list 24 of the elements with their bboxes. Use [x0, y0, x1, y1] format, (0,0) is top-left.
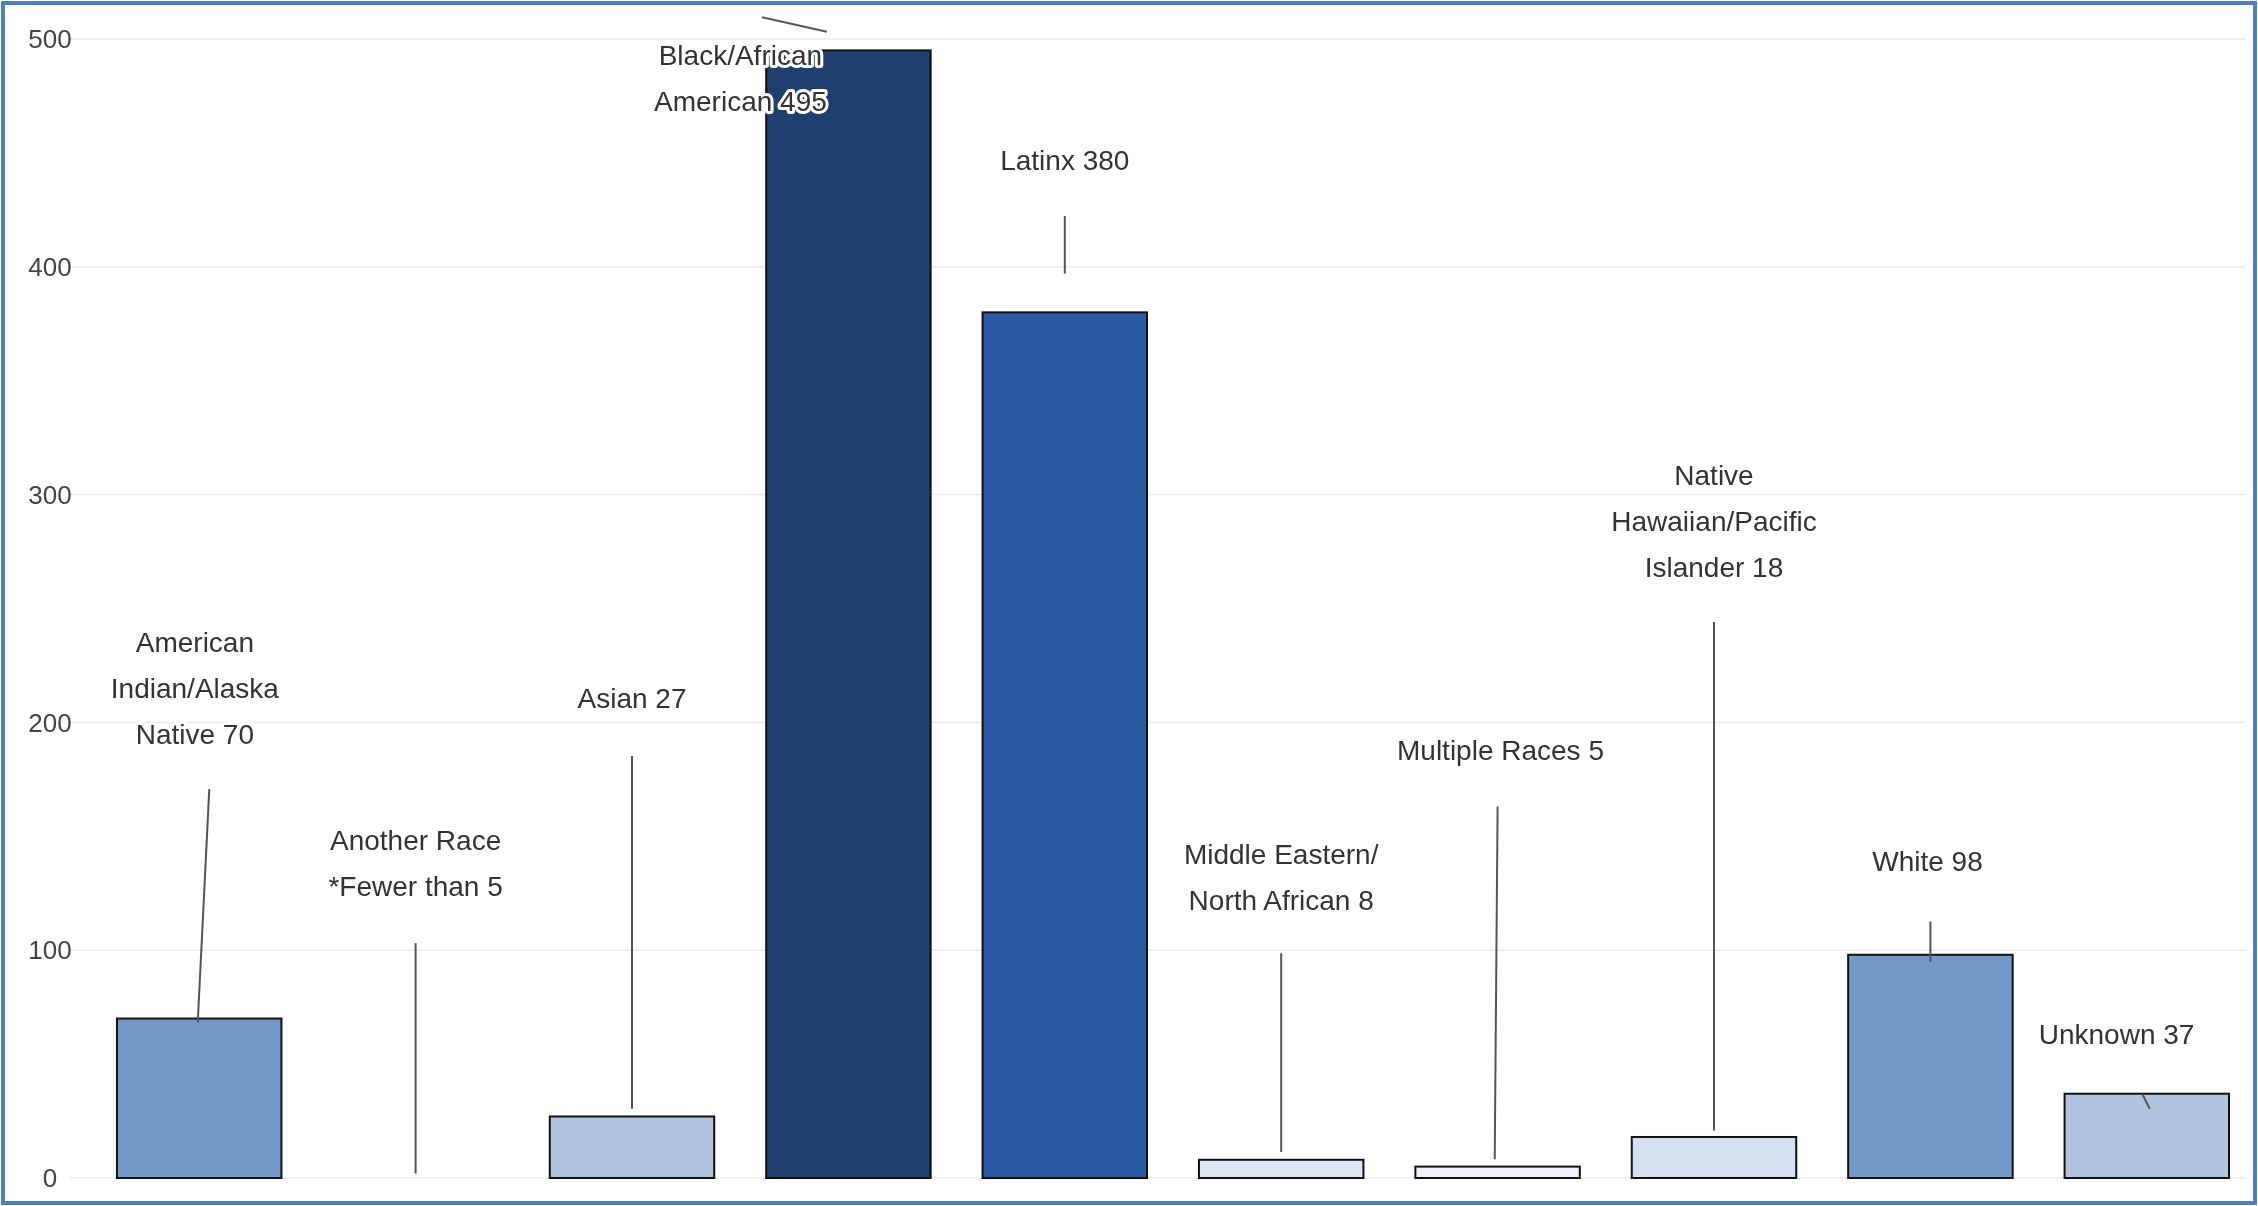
category-label: Asian 27 [577, 683, 687, 715]
bar [548, 1115, 716, 1179]
category-label: Native Hawaiian/Pacific Islander 18 [1611, 460, 1817, 584]
y-tick-label: 100 [28, 935, 72, 966]
category-label: Multiple Races 5 [1396, 735, 1604, 767]
category-label: American Indian/Alaska Native 70 [110, 627, 279, 751]
y-tick-label: 400 [28, 251, 72, 282]
bar [2063, 1092, 2231, 1179]
bar [115, 1017, 283, 1179]
x-tick-label: Another Race [329, 824, 502, 856]
bar [1847, 953, 2014, 1179]
y-tick-label: 300 [28, 479, 72, 510]
category-label: Latinx 380 [1000, 144, 1130, 176]
category-label: Middle Eastern/ North African 8 [1183, 839, 1379, 916]
category-label: Unknown 37 [2038, 1019, 2195, 1050]
bar [1414, 1165, 1581, 1179]
bar [981, 311, 1149, 1179]
y-tick-label: 200 [28, 707, 72, 738]
y-tick-label: 0 [42, 1163, 58, 1194]
text: *Fewer than 5 [328, 870, 503, 902]
y-tick-label: 500 [28, 24, 72, 55]
bar [1630, 1136, 1798, 1179]
bar [1197, 1158, 1365, 1179]
category-label: White 98 [1872, 846, 1983, 878]
